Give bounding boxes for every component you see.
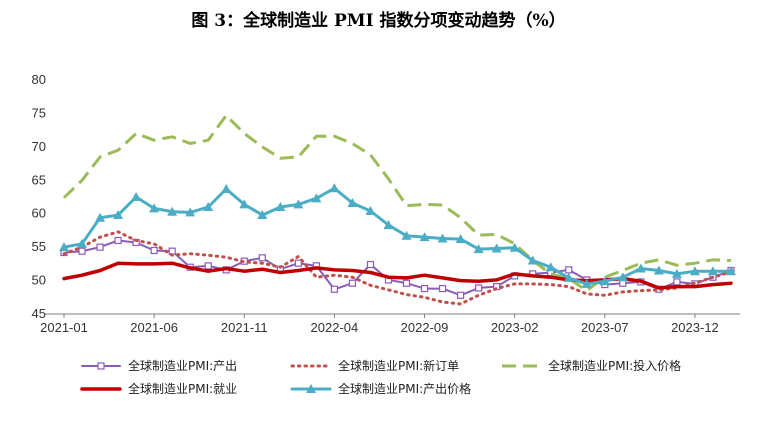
data-point-marker <box>221 183 232 193</box>
y-tick-label: 65 <box>32 172 46 187</box>
series-4 <box>59 183 736 288</box>
legend-label: 全球制造业PMI:新订单 <box>338 358 459 373</box>
data-point-marker <box>438 284 447 293</box>
data-point-marker <box>419 232 430 242</box>
series-layer <box>59 113 736 306</box>
data-point-marker <box>563 272 574 282</box>
data-point-marker <box>113 210 124 220</box>
data-point-marker <box>599 276 610 286</box>
y-tick-label: 70 <box>32 139 46 154</box>
axes: 45 50 55 60 65 70 75 80 2021-01 2021-06 2021-11 202… <box>32 72 740 335</box>
x-tick-label: 2021-06 <box>130 320 178 335</box>
data-point-marker <box>475 284 483 292</box>
x-tick-label: 2021-11 <box>221 320 268 335</box>
data-point-marker <box>689 266 700 276</box>
data-point-marker <box>617 272 628 282</box>
data-point-marker <box>348 279 357 287</box>
x-tick-label: 2023-12 <box>671 320 719 335</box>
legend-label: 全球制造业PMI:产出价格 <box>338 381 471 396</box>
data-point-marker <box>473 244 484 254</box>
data-point-marker <box>293 199 304 209</box>
legend-item: 全球制造业PMI:新订单 <box>290 358 459 373</box>
series-line <box>62 186 733 286</box>
data-point-marker <box>78 247 86 255</box>
data-point-marker <box>366 260 375 269</box>
data-point-marker <box>420 284 429 293</box>
data-point-marker <box>671 268 682 278</box>
data-point-marker <box>581 278 592 288</box>
data-point-marker <box>365 206 376 216</box>
data-point-marker <box>437 233 448 243</box>
data-point-marker <box>59 242 69 252</box>
legend-label: 全球制造业PMI:投入价格 <box>548 358 681 373</box>
y-tick-label: 50 <box>32 273 46 288</box>
series-2 <box>62 113 732 293</box>
data-point-marker <box>294 259 302 267</box>
x-tick-label: 2022-09 <box>401 320 449 335</box>
legend-marker <box>97 362 105 370</box>
data-point-marker <box>565 266 573 274</box>
y-tick-label: 80 <box>32 72 46 87</box>
data-point-marker <box>491 243 502 253</box>
data-point-marker <box>653 265 664 275</box>
x-tick-label: 2023-07 <box>581 320 629 335</box>
data-point-marker <box>203 202 214 212</box>
data-point-marker <box>673 278 681 286</box>
data-point-marker <box>131 192 142 201</box>
chart-title: 图 3：全球制造业 PMI 指数分项变动趋势（%） <box>191 11 566 31</box>
legend-marker <box>306 384 316 393</box>
series-1 <box>62 230 733 306</box>
data-point-marker <box>257 210 268 220</box>
data-point-marker <box>150 246 158 255</box>
data-point-marker <box>402 279 411 287</box>
data-point-marker <box>258 254 266 262</box>
data-point-marker <box>311 193 322 203</box>
data-point-marker <box>239 199 250 209</box>
data-point-marker <box>635 263 646 273</box>
data-point-marker <box>95 212 106 222</box>
data-point-marker <box>383 220 394 230</box>
legend-item: 全球制造业PMI:产出 <box>81 358 237 373</box>
legend-item: 全球制造业PMI:就业 <box>80 381 237 396</box>
series-line <box>62 113 732 293</box>
y-tick-label: 55 <box>32 239 46 254</box>
data-point-marker <box>456 291 465 299</box>
data-point-marker <box>726 266 736 276</box>
data-point-marker <box>167 206 178 216</box>
data-point-marker <box>509 242 520 252</box>
legend-label: 全球制造业PMI:产出 <box>128 358 237 373</box>
data-point-marker <box>347 198 358 208</box>
data-point-marker <box>455 234 466 244</box>
y-tick-label: 75 <box>32 105 46 120</box>
data-point-marker <box>330 285 339 293</box>
data-point-marker <box>329 183 340 193</box>
data-point-marker <box>204 262 212 270</box>
x-tick-label: 2022-04 <box>311 320 359 335</box>
y-tick-label: 45 <box>32 306 46 321</box>
legend-item: 全球制造业PMI:产出价格 <box>290 381 471 396</box>
legend-label: 全球制造业PMI:就业 <box>128 381 237 396</box>
y-tick-label: 60 <box>32 206 46 221</box>
data-point-marker <box>275 202 286 212</box>
data-point-marker <box>185 207 196 217</box>
x-tick-label: 2023-02 <box>491 320 539 335</box>
data-point-marker <box>527 255 538 265</box>
data-point-marker <box>149 203 160 213</box>
data-point-marker <box>401 230 412 240</box>
legend: 全球制造业PMI:产出 全球制造业PMI:新订单 全球制造业PMI:投入价格全球制造… <box>80 358 681 396</box>
data-point-marker <box>545 262 556 272</box>
data-point-marker <box>96 243 104 251</box>
data-point-marker <box>707 266 718 276</box>
data-point-marker <box>77 238 88 248</box>
series-line <box>62 230 733 306</box>
data-point-marker <box>168 247 176 255</box>
legend-item: 全球制造业PMI:投入价格 <box>502 358 681 373</box>
data-point-marker <box>114 236 122 245</box>
x-tick-label: 2021-01 <box>40 320 88 335</box>
